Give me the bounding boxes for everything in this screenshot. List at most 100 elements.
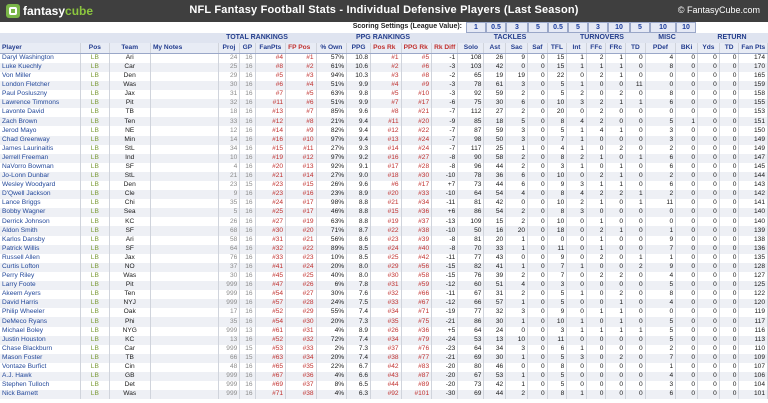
table-row[interactable]: Justin Houston LB KC 13 16 #52 #32 72% 7.4 #34 #79… [0, 335, 768, 345]
notes-cell[interactable] [150, 253, 219, 263]
column-header--own[interactable]: % Own [316, 43, 348, 54]
table-row[interactable]: Zach Brown LB Ten 33 16 #12 #8 21% 9.4 #11 #20 -9 85… [0, 117, 768, 127]
player-name-link[interactable]: D'Qwell Jackson [0, 190, 82, 200]
player-name-link[interactable]: DeMeco Ryans [0, 317, 82, 327]
column-header-saf[interactable]: Saf [527, 43, 548, 54]
table-row[interactable]: Stephen Tulloch LB Det 999 16 #69 #37 8% 6.5 #44 #… [0, 381, 768, 391]
player-name-link[interactable]: A.J. Hawk [0, 371, 82, 382]
scoring-value-input[interactable]: 0.5 [486, 22, 506, 33]
notes-cell[interactable] [150, 317, 219, 327]
column-header-pos-rk[interactable]: Pos Rk [370, 43, 402, 54]
notes-cell[interactable] [150, 390, 219, 400]
table-row[interactable]: Chase Blackburn LB Car 999 15 #53 #33 2% 7.3 #37 #… [0, 344, 768, 354]
notes-cell[interactable] [150, 208, 219, 218]
table-row[interactable]: Mason Foster LB TB 66 15 #63 #34 20% 7.4 #38 #77 -2… [0, 353, 768, 363]
notes-cell[interactable] [150, 190, 219, 200]
table-row[interactable]: A.J. Hawk LB GB 999 16 #67 #36 4% 6.6 #43 #87 -20 67… [0, 371, 768, 382]
column-header-gp[interactable]: GP [239, 43, 256, 54]
notes-cell[interactable] [150, 126, 219, 136]
player-name-link[interactable]: David Harris [0, 299, 82, 309]
player-name-link[interactable]: Perry Riley [0, 271, 82, 282]
scoring-value-input[interactable]: 1 [466, 22, 486, 33]
table-row[interactable]: David Harris LB NYJ 999 16 #57 #28 24% 7.5 #33 #67… [0, 299, 768, 309]
notes-cell[interactable] [150, 244, 219, 254]
column-header-ppg[interactable]: PPG [346, 43, 372, 54]
table-row[interactable]: Paul Posluszny LB Jax 31 16 #7 #5 63% 9.8 #5 #10 -3… [0, 90, 768, 100]
table-row[interactable]: Lance Briggs LB Chi 35 16 #24 #17 98% 8.8 #21 #34-… [0, 199, 768, 209]
notes-cell[interactable] [150, 335, 219, 345]
table-row[interactable]: Jo-Lonn Dunbar LB StL 21 16 #21 #14 27% 9.0 #18 #3… [0, 171, 768, 182]
scoring-value-input[interactable]: 3 [506, 22, 528, 33]
player-name-link[interactable]: Paul Posluszny [0, 90, 82, 100]
scoring-value-input[interactable]: 10 [650, 22, 676, 33]
scoring-value-input[interactable]: 10 [608, 22, 630, 33]
player-name-link[interactable]: Jo-Lonn Dunbar [0, 171, 82, 182]
table-row[interactable]: Jerod Mayo LB NE 12 16 #14 #9 82% 9.4 #12 #22 -7 87 5… [0, 126, 768, 136]
table-row[interactable]: Curtis Lofton LB NO 37 16 #41 #24 20% 8.0 #29 #56-… [0, 262, 768, 272]
player-name-link[interactable]: Zach Brown [0, 117, 82, 127]
table-row[interactable]: Bobby Wagner LB Sea 5 16 #25 #17 46% 8.8 #15 #36 +6… [0, 208, 768, 218]
player-name-link[interactable]: Stephen Tulloch [0, 381, 82, 391]
notes-cell[interactable] [150, 117, 219, 127]
notes-cell[interactable] [150, 199, 219, 209]
player-name-link[interactable]: James Laurinaitis [0, 144, 82, 154]
notes-cell[interactable] [150, 108, 219, 118]
notes-cell[interactable] [150, 371, 219, 382]
table-row[interactable]: Akeem Ayers LB Ten 999 16 #54 #27 30% 7.6 #32 #66-… [0, 290, 768, 300]
scoring-value-input[interactable]: 10 [676, 22, 696, 33]
player-name-link[interactable]: Chase Blackburn [0, 344, 82, 354]
column-header-pdef[interactable]: PDef [645, 43, 677, 54]
player-name-link[interactable]: Michael Boley [0, 326, 82, 336]
table-row[interactable]: Wesley Woodyard LB Den 23 15 #23 #15 26% 9.6 #6 #1… [0, 181, 768, 191]
player-name-link[interactable]: Nick Barnett [0, 390, 82, 400]
player-name-link[interactable]: Karlos Dansby [0, 235, 82, 245]
table-row[interactable]: Luke Kuechly LB Car 25 16 #8 #2 61% 10.6 #2 #6 -3 10… [0, 62, 768, 72]
column-header-team[interactable]: Team [109, 43, 151, 54]
table-row[interactable]: Jerrell Freeman LB Ind 10 16 #19 #12 97% 9.2 #16 #… [0, 153, 768, 163]
table-row[interactable]: Perry Riley LB Was 30 16 #45 #25 40% 8.0 #30 #58 -1… [0, 271, 768, 282]
table-row[interactable]: DeMeco Ryans LB Phi 35 16 #54 #30 20% 7.3 #35 #75-… [0, 317, 768, 327]
player-name-link[interactable]: Larry Foote [0, 281, 82, 291]
scoring-value-input[interactable]: 5 [568, 22, 588, 33]
column-header-my-notes[interactable]: My Notes [150, 43, 219, 54]
site-logo[interactable]: fantasy cube [0, 0, 93, 22]
notes-cell[interactable] [150, 271, 219, 282]
notes-cell[interactable] [150, 262, 219, 272]
table-row[interactable]: Nick Barnett LB Was 999 16 #71 #38 4% 6.3 #92 #101… [0, 390, 768, 400]
player-name-link[interactable]: Aldon Smith [0, 226, 82, 236]
player-name-link[interactable]: Russell Allen [0, 253, 82, 263]
scoring-value-input[interactable]: 5 [630, 22, 650, 33]
table-row[interactable]: Vontaze Burfict LB Cin 48 16 #65 #35 22% 6.7 #42 #… [0, 362, 768, 372]
notes-cell[interactable] [150, 290, 219, 300]
notes-cell[interactable] [150, 362, 219, 372]
table-row[interactable]: Patrick Willis LB SF 64 16 #32 #22 89% 8.5 #24 #40… [0, 244, 768, 254]
column-header-player[interactable]: Player [0, 43, 82, 54]
player-name-link[interactable]: London Fletcher [0, 80, 82, 91]
notes-cell[interactable] [150, 80, 219, 91]
column-header-sac[interactable]: Sac [505, 43, 529, 54]
notes-cell[interactable] [150, 308, 219, 318]
player-name-link[interactable]: Akeem Ayers [0, 290, 82, 300]
column-header-proj[interactable]: Proj [218, 43, 241, 54]
column-header-fanpts[interactable]: FanPts [255, 43, 287, 54]
column-header-td[interactable]: TD [719, 43, 740, 54]
table-row[interactable]: Michael Boley LB NYG 999 13 #61 #31 4% 8.9 #26 #36… [0, 326, 768, 336]
column-header-pos[interactable]: Pos [80, 43, 110, 54]
player-name-link[interactable]: Patrick Willis [0, 244, 82, 254]
notes-cell[interactable] [150, 71, 219, 81]
notes-cell[interactable] [150, 99, 219, 109]
column-header-ffc[interactable]: FFc [586, 43, 607, 54]
table-row[interactable]: Karlos Dansby LB Ari 58 16 #31 #21 56% 8.6 #23 #39… [0, 235, 768, 245]
player-name-link[interactable]: Luke Kuechly [0, 62, 82, 72]
column-header-int[interactable]: Int [566, 43, 587, 54]
player-name-link[interactable]: Lance Briggs [0, 199, 82, 209]
player-name-link[interactable]: Jerod Mayo [0, 126, 82, 136]
notes-cell[interactable] [150, 135, 219, 145]
notes-cell[interactable] [150, 181, 219, 191]
notes-cell[interactable] [150, 90, 219, 100]
column-header-ppg-rk[interactable]: PPG Rk [401, 43, 433, 54]
table-row[interactable]: Lawrence Timmons LB Pit 32 16 #11 #6 51% 9.9 #7 #1… [0, 99, 768, 109]
notes-cell[interactable] [150, 53, 219, 63]
player-name-link[interactable]: NaVorro Bowman [0, 162, 82, 172]
column-header-ast[interactable]: Ast [483, 43, 507, 54]
